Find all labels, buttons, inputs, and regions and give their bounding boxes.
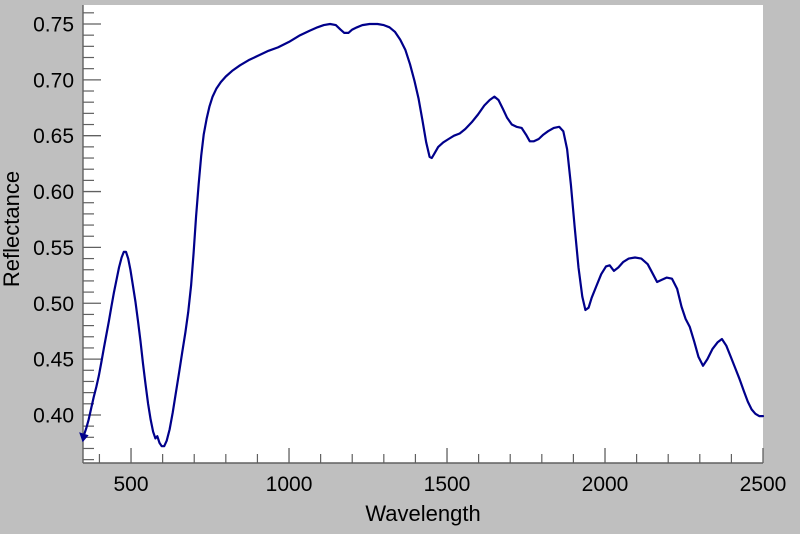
- y-tick-label: 0.40: [33, 404, 74, 427]
- y-tick-label: 0.75: [33, 13, 74, 36]
- y-tick-label: 0.65: [33, 125, 74, 148]
- y-axis-title: Reflectance: [0, 170, 24, 288]
- y-tick-label: 0.50: [33, 293, 74, 316]
- y-tick-label: 0.55: [33, 237, 74, 260]
- spectrum-line: [82, 22, 765, 448]
- plot-area: [83, 5, 763, 463]
- x-tick-label: 500: [114, 473, 149, 496]
- x-tick-label: 2000: [582, 473, 629, 496]
- x-tick-label: 1000: [266, 473, 313, 496]
- y-tick-label: 0.70: [33, 69, 74, 92]
- x-tick-label: 1500: [424, 473, 471, 496]
- y-tick-label: 0.45: [33, 349, 74, 372]
- y-tick-label: 0.60: [33, 181, 74, 204]
- x-axis-title: Wavelength: [365, 501, 481, 526]
- line-start-arrow: [79, 432, 89, 443]
- x-tick-label: 2500: [740, 473, 787, 496]
